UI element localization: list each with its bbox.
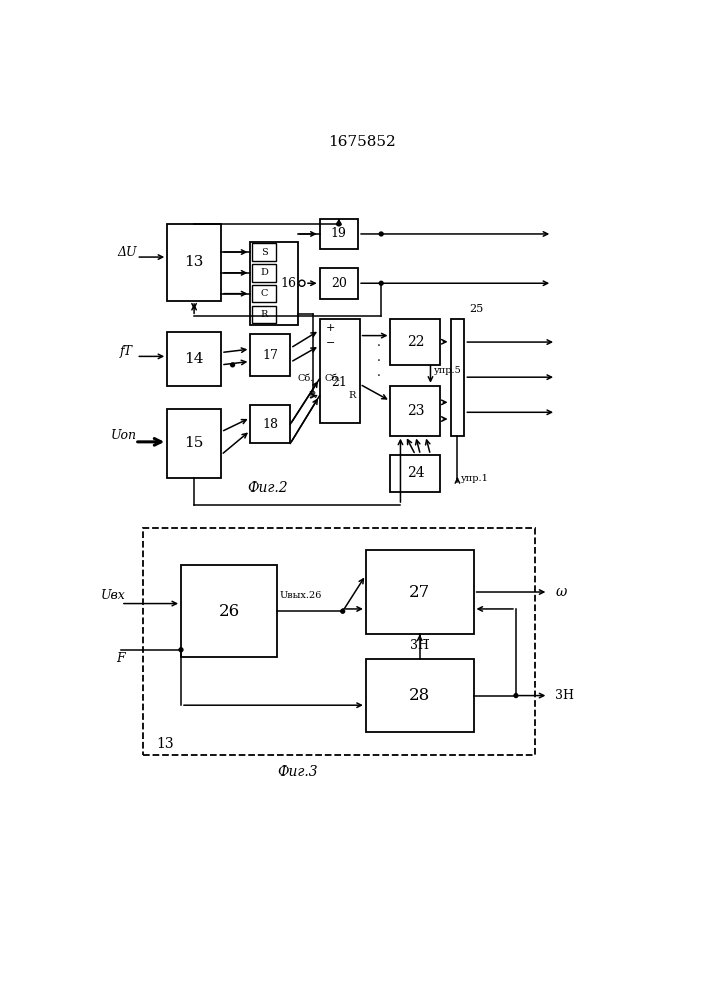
Circle shape xyxy=(299,280,305,286)
Text: F: F xyxy=(117,652,125,666)
Bar xyxy=(450,319,464,436)
Text: R: R xyxy=(349,391,356,400)
Text: Сб.: Сб. xyxy=(325,374,341,383)
Circle shape xyxy=(337,222,341,226)
Text: Uвх: Uвх xyxy=(101,589,126,602)
Bar xyxy=(167,332,221,386)
Bar xyxy=(143,528,535,755)
Text: Uвых.26: Uвых.26 xyxy=(279,591,322,600)
Text: 23: 23 xyxy=(407,404,424,418)
Text: 19: 19 xyxy=(331,227,347,240)
Text: 18: 18 xyxy=(262,418,279,431)
Text: R: R xyxy=(260,310,268,319)
Circle shape xyxy=(379,232,383,236)
Bar xyxy=(250,334,291,376)
Text: 22: 22 xyxy=(407,335,424,349)
Bar xyxy=(252,243,276,261)
Text: D: D xyxy=(260,268,268,277)
Bar xyxy=(167,409,221,478)
Text: Сб.: Сб. xyxy=(298,374,314,383)
Text: fТ: fТ xyxy=(119,344,133,358)
Bar xyxy=(250,242,298,325)
Text: 17: 17 xyxy=(262,349,279,362)
Text: 3Η̅: 3Η̅ xyxy=(410,639,429,652)
Circle shape xyxy=(379,281,383,285)
Text: Фиг.3: Фиг.3 xyxy=(278,765,318,779)
Text: ω: ω xyxy=(555,585,566,599)
Text: 25: 25 xyxy=(469,304,483,314)
Text: C: C xyxy=(260,289,268,298)
Bar xyxy=(390,455,440,492)
Text: упр.5: упр.5 xyxy=(433,366,461,375)
Text: R: R xyxy=(308,391,315,400)
Text: 21: 21 xyxy=(332,376,348,389)
Bar xyxy=(320,319,360,423)
Bar xyxy=(390,386,440,436)
Text: 3H: 3H xyxy=(555,689,574,702)
Bar xyxy=(252,306,276,323)
Circle shape xyxy=(341,609,344,613)
Text: 16: 16 xyxy=(281,277,297,290)
Text: упр.1: упр.1 xyxy=(460,474,489,483)
Text: 14: 14 xyxy=(185,352,204,366)
Text: S: S xyxy=(261,248,267,257)
Bar xyxy=(390,319,440,365)
Text: 1675852: 1675852 xyxy=(328,135,396,149)
Text: 20: 20 xyxy=(331,277,347,290)
Text: 27: 27 xyxy=(409,584,431,601)
Text: Uоп: Uоп xyxy=(111,429,137,442)
Text: 13: 13 xyxy=(185,255,204,269)
Text: −: − xyxy=(326,338,335,348)
Bar xyxy=(181,565,277,657)
Bar xyxy=(167,224,221,301)
Text: 13: 13 xyxy=(156,737,174,751)
Circle shape xyxy=(179,648,183,652)
Text: ΔU: ΔU xyxy=(117,246,137,259)
Text: 28: 28 xyxy=(409,687,431,704)
Text: 24: 24 xyxy=(407,466,424,480)
Circle shape xyxy=(514,694,518,698)
Bar xyxy=(366,659,474,732)
Text: 26: 26 xyxy=(218,603,240,620)
Text: +: + xyxy=(326,323,335,333)
Bar xyxy=(366,550,474,634)
Text: .
.
.: . . . xyxy=(377,336,381,379)
Text: Фиг.2: Фиг.2 xyxy=(247,481,288,495)
Bar xyxy=(252,264,276,282)
Bar xyxy=(320,219,358,249)
Text: 15: 15 xyxy=(185,436,204,450)
Bar xyxy=(252,285,276,302)
Bar xyxy=(320,268,358,299)
Bar xyxy=(250,405,291,443)
Circle shape xyxy=(230,363,235,367)
